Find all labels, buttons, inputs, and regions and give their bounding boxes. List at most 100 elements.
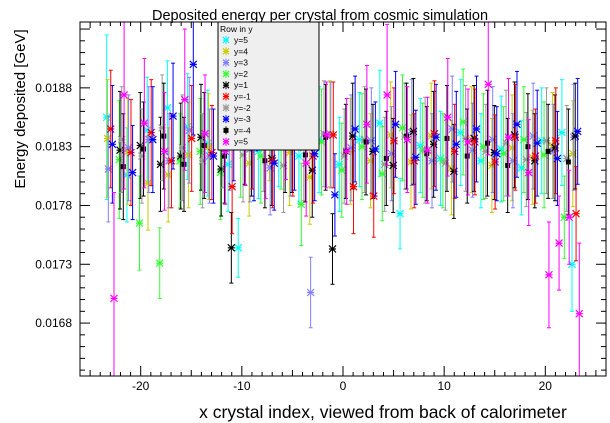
marker-star — [209, 152, 218, 160]
legend: Row in y y=5y=4y=3y=2y=1y=-1y=-2y=-3y=-4… — [217, 21, 320, 151]
marker-star — [450, 147, 459, 156]
x-tick-label: -10 — [233, 379, 251, 393]
marker-square — [545, 148, 551, 154]
marker-star — [294, 152, 303, 160]
data-point — [106, 69, 115, 189]
data-point — [383, 23, 392, 166]
marker-star — [103, 134, 112, 143]
marker-star — [470, 138, 479, 146]
data-point — [450, 103, 459, 199]
marker-star — [545, 270, 553, 279]
data-point — [141, 101, 147, 197]
marker-star — [351, 125, 360, 133]
legend-label: y=1 — [234, 80, 248, 90]
data-point — [351, 75, 360, 183]
marker-star — [127, 148, 135, 157]
legend-label: y=4 — [234, 46, 248, 56]
data-point — [169, 62, 177, 170]
marker-star — [155, 259, 164, 268]
marker-square — [221, 153, 227, 159]
marker-square — [383, 155, 389, 161]
series-2 — [103, 74, 577, 231]
x-axis-label: x crystal index, viewed from back of cal… — [199, 402, 567, 422]
legend-entry: y=2 — [222, 69, 248, 79]
data-point — [108, 85, 117, 204]
data-point — [127, 99, 135, 206]
data-point — [504, 77, 513, 197]
marker-star — [342, 147, 351, 156]
marker-square — [363, 139, 369, 145]
data-point — [481, 103, 490, 199]
data-point — [573, 77, 582, 185]
marker-star — [572, 209, 580, 218]
y-tick-label: 0.0173 — [35, 257, 72, 271]
marker-star — [322, 130, 331, 139]
legend-entry: y=1 — [222, 80, 248, 90]
data-point — [176, 102, 185, 210]
legend-marker — [223, 127, 229, 133]
x-tick-label: -20 — [132, 379, 150, 393]
legend-entry: y=5 — [222, 35, 248, 45]
chart-title: Deposited energy per crystal from cosmic… — [152, 8, 488, 24]
legend-label: y=3 — [234, 58, 248, 68]
data-point — [358, 93, 366, 201]
data-point — [404, 82, 410, 190]
y-tick-label: 0.0183 — [35, 140, 72, 154]
data-point — [391, 70, 400, 178]
data-point — [328, 213, 337, 285]
axes: -20 -10 0 10 20 0.0168 0.0173 0.0178 0.0183 0.018… — [35, 21, 607, 393]
marker-star — [148, 135, 157, 144]
data-point — [396, 177, 404, 250]
marker-star — [227, 243, 236, 252]
data-point — [189, 21, 198, 136]
data-point — [187, 85, 196, 192]
legend-entry: y=-1 — [222, 92, 251, 102]
data-point — [330, 153, 339, 237]
data-point — [484, 89, 490, 197]
data-point — [470, 88, 479, 196]
data-point — [362, 65, 371, 184]
marker-square — [505, 162, 511, 168]
marker-star — [553, 154, 562, 163]
y-tick-label: 0.0168 — [35, 316, 72, 330]
marker-star — [411, 153, 420, 162]
legend-marker — [222, 138, 230, 146]
data-point — [424, 106, 430, 202]
series-8 — [108, 21, 582, 237]
marker-star — [396, 209, 404, 218]
data-point — [511, 83, 520, 191]
marker-square — [120, 164, 126, 170]
data-point — [181, 116, 187, 212]
legend-entry: y=4 — [222, 46, 248, 56]
marker-square — [262, 158, 268, 164]
marker-square — [201, 142, 207, 148]
marker-star — [302, 159, 311, 168]
marker-square — [141, 146, 147, 152]
data-point — [120, 113, 126, 221]
marker-star — [102, 113, 111, 122]
data-point — [545, 221, 553, 329]
marker-star — [116, 146, 124, 155]
y-axis-label: Energy deposited [GeV] — [12, 29, 29, 188]
data-point — [371, 101, 380, 197]
data-point — [380, 116, 389, 212]
data-point — [140, 57, 149, 189]
series-6 — [106, 69, 580, 262]
marker-star — [270, 159, 279, 168]
data-point — [531, 108, 540, 204]
marker-star — [167, 156, 176, 165]
marker-star — [423, 146, 432, 155]
legend-entry: y=-4 — [223, 125, 251, 135]
marker-star — [160, 147, 169, 156]
legend-label: y=5 — [234, 35, 248, 45]
legend-entry: y=5 — [222, 137, 248, 147]
marker-star — [443, 113, 452, 122]
legend-label: y=-2 — [234, 103, 251, 113]
marker-star — [106, 125, 115, 133]
marker-star — [524, 168, 533, 177]
data-marks — [102, 21, 584, 377]
legend-marker — [222, 59, 230, 67]
marker-star — [511, 133, 520, 142]
data-point — [148, 86, 157, 194]
